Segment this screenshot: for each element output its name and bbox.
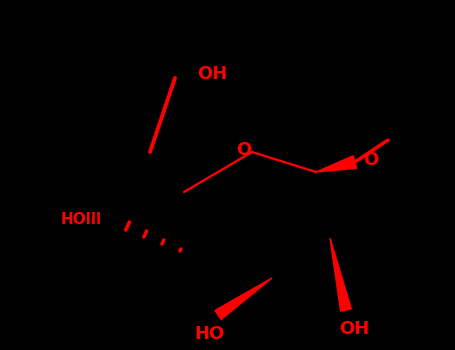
Text: O: O (363, 151, 378, 169)
Text: OH: OH (197, 65, 227, 83)
Polygon shape (330, 238, 351, 311)
Polygon shape (215, 278, 272, 320)
Text: HOlll: HOlll (61, 212, 102, 228)
Text: O: O (237, 141, 252, 159)
Text: HO: HO (195, 325, 225, 343)
Polygon shape (316, 156, 357, 172)
Text: OH: OH (339, 320, 369, 338)
